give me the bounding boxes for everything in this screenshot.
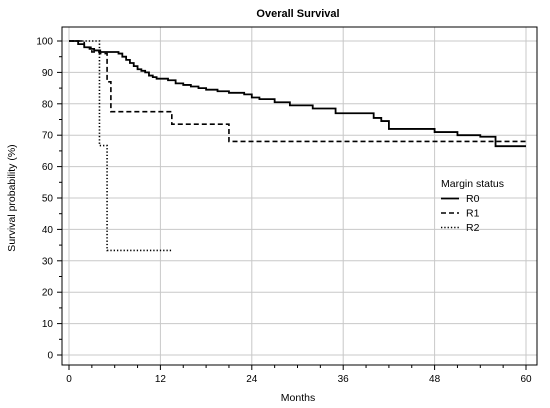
y-tick-label: 70 <box>42 131 54 142</box>
y-tick-label: 60 <box>42 162 54 173</box>
y-tick-label: 90 <box>42 68 54 79</box>
legend-label-r2: R2 <box>466 222 480 234</box>
legend-label-r1: R1 <box>466 208 480 220</box>
x-tick-label: 0 <box>66 374 72 385</box>
y-tick-label: 100 <box>36 37 53 48</box>
legend-title: Margin status <box>441 178 504 190</box>
x-tick-label: 36 <box>338 374 350 385</box>
y-tick-label: 50 <box>42 194 54 205</box>
x-axis-title: Months <box>281 392 315 404</box>
y-tick-label: 20 <box>42 288 54 299</box>
y-tick-label: 30 <box>42 256 54 267</box>
y-axis-title: Survival probability (%) <box>6 144 18 251</box>
y-tick-label: 80 <box>42 99 54 110</box>
legend-label-r0: R0 <box>466 193 480 205</box>
y-tick-label: 0 <box>47 351 53 362</box>
plot-frame <box>61 26 538 366</box>
x-tick-label: 60 <box>520 374 532 385</box>
series-line-r0 <box>69 40 526 148</box>
x-tick-label: 24 <box>246 374 258 385</box>
y-tick-label: 40 <box>42 225 54 236</box>
x-tick-label: 12 <box>155 374 167 385</box>
series-line-r1 <box>69 40 526 143</box>
axes: 0 10 20 30 40 50 60 70 80 90 100 0 12 24 36 48 60 <box>36 26 538 385</box>
series-line-r2 <box>69 40 172 252</box>
series-lines <box>69 40 526 252</box>
chart-title: Overall Survival <box>256 8 339 20</box>
legend: Margin status R0 R1 R2 <box>441 178 504 234</box>
x-tick-label: 48 <box>429 374 441 385</box>
y-tick-label: 10 <box>42 319 54 330</box>
